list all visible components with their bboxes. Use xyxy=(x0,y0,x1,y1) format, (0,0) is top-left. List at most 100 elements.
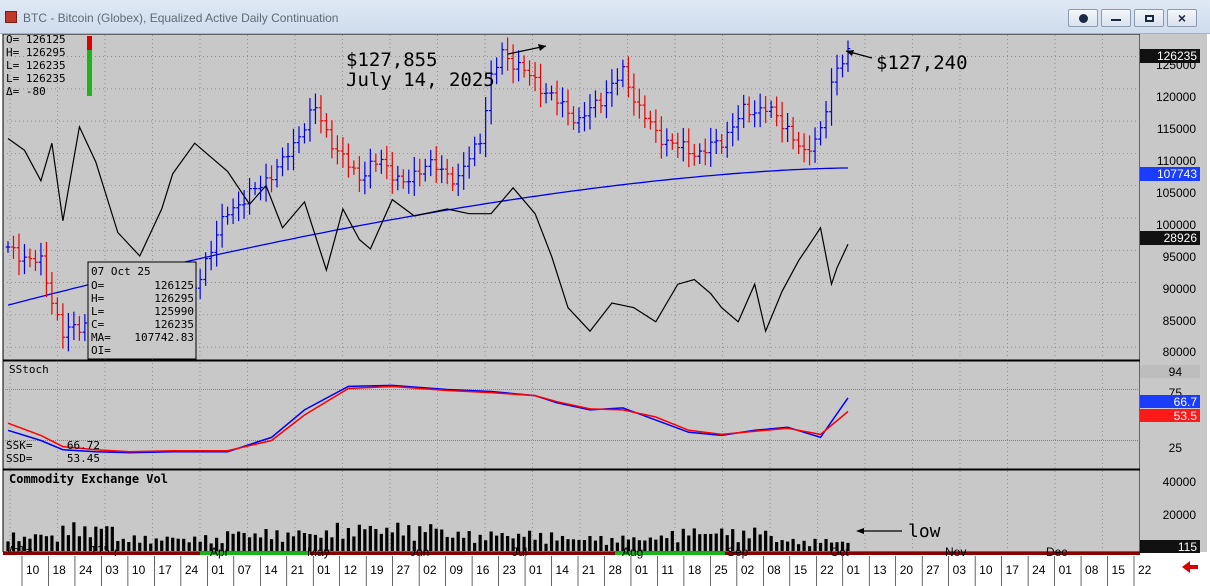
volume-bar xyxy=(626,539,630,551)
volume-bar xyxy=(363,529,367,551)
volume-bar xyxy=(407,525,411,551)
price-bar xyxy=(324,112,329,138)
volume-bar xyxy=(291,536,296,551)
volume-bar xyxy=(769,535,773,551)
price-bar xyxy=(659,116,664,159)
volume-bar xyxy=(549,532,554,551)
volume-bar xyxy=(121,538,125,551)
day-label: 10 xyxy=(979,563,993,577)
price-bar xyxy=(483,96,488,158)
price-bar xyxy=(746,96,752,123)
day-label: 24 xyxy=(79,563,93,577)
stoch-title: SStoch xyxy=(9,363,49,376)
volume-bar xyxy=(527,530,532,551)
price-bar xyxy=(307,98,313,142)
price-bar xyxy=(670,133,675,150)
volume-bar xyxy=(753,527,757,551)
annotation-arrowhead-icon xyxy=(856,528,864,534)
volume-bar xyxy=(742,530,746,551)
volume-bar xyxy=(138,542,142,551)
price-bar xyxy=(82,314,88,342)
day-label: 27 xyxy=(926,563,940,577)
price-bar xyxy=(637,88,642,119)
price-bar xyxy=(653,109,659,143)
price-bar xyxy=(472,136,477,167)
volume-bar xyxy=(412,540,416,551)
dot-icon[interactable] xyxy=(1068,9,1098,27)
day-label: 27 xyxy=(397,563,411,577)
volume-bar xyxy=(665,538,669,551)
volume-tick: 20000 xyxy=(1163,508,1197,522)
price-bar xyxy=(785,112,790,143)
price-bar xyxy=(494,57,499,85)
price-bar xyxy=(455,163,461,197)
minimize-icon[interactable] xyxy=(1101,9,1131,27)
ssd-value: 53.45 xyxy=(67,452,100,465)
price-bar xyxy=(285,142,291,171)
close-icon[interactable]: × xyxy=(1167,9,1197,27)
day-label: 03 xyxy=(105,563,119,577)
volume-bar xyxy=(714,533,718,551)
volume-bar xyxy=(577,539,581,551)
price-bar xyxy=(49,272,55,315)
overlay-tag-text: 28926 xyxy=(1164,231,1198,245)
volume-bar xyxy=(736,542,740,551)
price-bar xyxy=(66,312,71,352)
volume-bar xyxy=(522,536,526,551)
day-label: 22 xyxy=(820,563,834,577)
price-bar xyxy=(291,128,296,171)
ohlc-delta: Δ= -80 xyxy=(6,85,46,98)
volume-bar xyxy=(253,533,257,551)
ssd-tag xyxy=(1140,409,1200,422)
price-bar xyxy=(516,50,521,82)
volume-bar xyxy=(357,524,361,551)
scroll-left-arrow-icon[interactable] xyxy=(1182,561,1198,573)
price-bar xyxy=(22,244,27,275)
day-label: 02 xyxy=(741,563,755,577)
price-tick: 80000 xyxy=(1163,345,1197,359)
price-bar xyxy=(241,190,247,219)
volume-bar xyxy=(50,535,54,551)
volume-bar xyxy=(72,522,76,551)
price-bar xyxy=(582,102,587,132)
price-bar xyxy=(362,161,368,195)
price-bar xyxy=(620,59,626,88)
restore-icon[interactable] xyxy=(1134,9,1164,27)
volume-bar xyxy=(654,539,658,551)
day-label: 09 xyxy=(450,563,464,577)
price-bar xyxy=(33,249,38,272)
volume-bar xyxy=(275,530,279,551)
overlay-line xyxy=(7,124,849,334)
volume-bar xyxy=(555,540,559,551)
price-bar xyxy=(521,55,527,78)
volume-bar xyxy=(659,535,663,551)
day-label: 24 xyxy=(185,563,199,577)
ma-tag-text: 107743 xyxy=(1157,167,1197,181)
day-label: 07 xyxy=(238,563,252,577)
axis-strip xyxy=(1140,34,1207,552)
data-window-label: O= xyxy=(91,279,105,292)
day-label: 21 xyxy=(291,563,305,577)
volume-bar xyxy=(484,540,488,551)
volume-bar xyxy=(593,540,598,551)
day-label: 03 xyxy=(953,563,967,577)
volume-bar xyxy=(462,537,466,551)
price-bar xyxy=(823,101,829,139)
day-labels: 10 18 24 03 10 17 24 01 07 14 21 01 12 19 27 02 09 16 23 01… xyxy=(21,556,1152,586)
price-bar xyxy=(422,158,428,182)
month-label: Aug xyxy=(622,545,643,559)
grid-lines xyxy=(3,35,1140,551)
volume-bar xyxy=(154,538,158,551)
volume-bar xyxy=(434,528,438,551)
volume-bar xyxy=(506,535,510,551)
price-bar xyxy=(203,252,208,286)
volume-bar xyxy=(703,533,707,551)
volume-bar xyxy=(681,528,685,551)
volume-bar xyxy=(516,533,521,551)
volume-bar xyxy=(840,541,845,551)
last-price-tag-text: 126235 xyxy=(1157,49,1197,63)
data-window-value: 107742.83 xyxy=(134,331,194,344)
price-bar xyxy=(549,85,554,101)
price-bar xyxy=(829,68,834,126)
month-label: Nov xyxy=(945,545,966,559)
